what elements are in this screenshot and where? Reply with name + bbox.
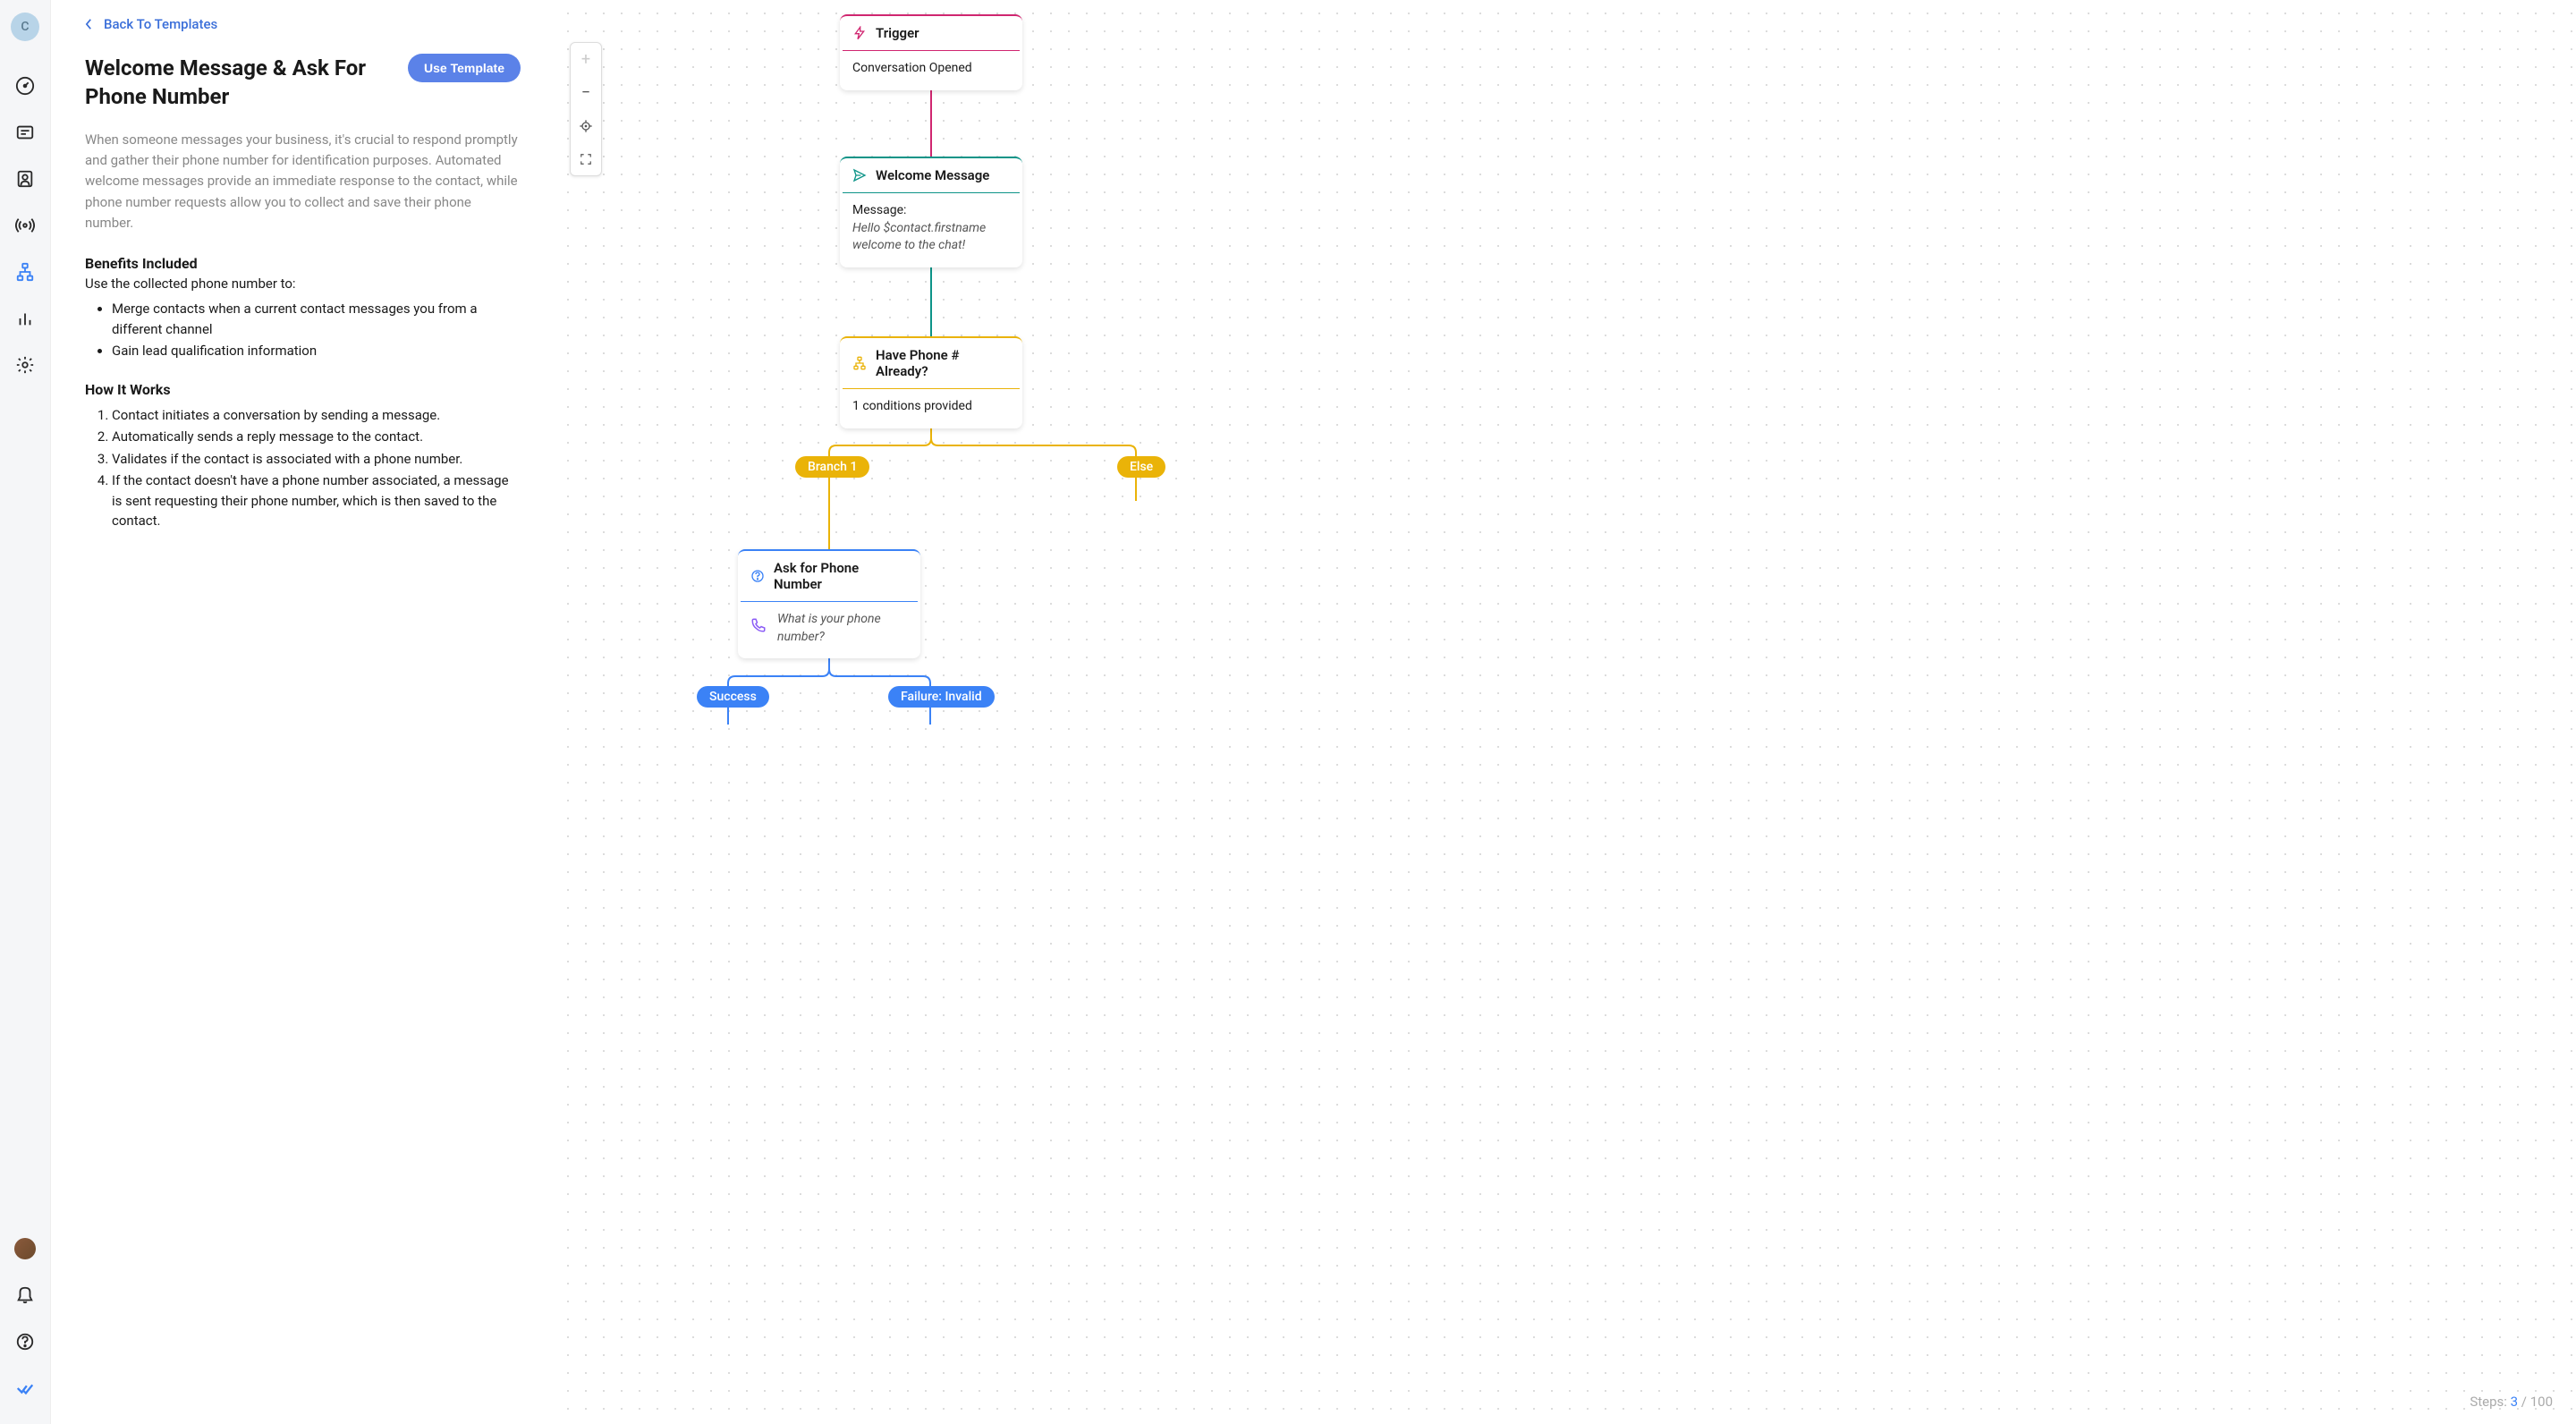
node-have-phone[interactable]: Have Phone # Already?1 conditions provid…: [840, 336, 1022, 428]
node-ask-phone[interactable]: Ask for Phone NumberWhat is your phone n…: [738, 549, 920, 658]
list-item: Merge contacts when a current contact me…: [112, 299, 521, 339]
help-icon[interactable]: [14, 1331, 36, 1352]
nav-settings-icon[interactable]: [14, 354, 36, 376]
back-link-label: Back To Templates: [104, 16, 217, 32]
node-welcome[interactable]: Welcome MessageMessage:Hello $contact.fi…: [840, 157, 1022, 267]
zoom-controls: + −: [570, 42, 602, 176]
list-item: If the contact doesn't have a phone numb…: [112, 470, 521, 531]
how-list: Contact initiates a conversation by send…: [85, 405, 521, 531]
flow-canvas[interactable]: + − TriggerConversation Opened Welcome Me…: [555, 0, 2576, 1424]
user-avatar[interactable]: [14, 1238, 36, 1259]
list-item: Gain lead qualification information: [112, 341, 521, 361]
list-item: Validates if the contact is associated w…: [112, 449, 521, 470]
pill-branch1[interactable]: Branch 1: [795, 456, 869, 478]
sidebar: C: [0, 0, 51, 1424]
page-title: Welcome Message & Ask For Phone Number: [85, 54, 390, 112]
steps-counter: Steps: 3 / 100: [2470, 1394, 2553, 1410]
nav-analytics-icon[interactable]: [14, 308, 36, 329]
nav-workflows-icon[interactable]: [14, 261, 36, 283]
pill-failure[interactable]: Failure: Invalid: [888, 686, 995, 708]
back-link[interactable]: Back To Templates: [85, 16, 521, 32]
details-panel: Back To Templates Welcome Message & Ask …: [51, 0, 555, 1424]
workspace-avatar[interactable]: C: [11, 13, 39, 41]
pill-success[interactable]: Success: [697, 686, 769, 708]
list-item: Automatically sends a reply message to t…: [112, 427, 521, 447]
logo-check-icon: [14, 1377, 36, 1399]
template-description: When someone messages your business, it'…: [85, 130, 521, 233]
list-item: Contact initiates a conversation by send…: [112, 405, 521, 426]
nav-dashboard-icon[interactable]: [14, 75, 36, 97]
benefits-sub: Use the collected phone number to:: [85, 275, 521, 292]
zoom-center-button[interactable]: [571, 109, 601, 142]
benefits-list: Merge contacts when a current contact me…: [85, 299, 521, 361]
nav-contacts-icon[interactable]: [14, 168, 36, 190]
nav-messages-icon[interactable]: [14, 122, 36, 143]
how-heading: How It Works: [85, 381, 521, 398]
use-template-button[interactable]: Use Template: [408, 54, 521, 82]
node-trigger[interactable]: TriggerConversation Opened: [840, 14, 1022, 90]
benefits-heading: Benefits Included: [85, 255, 521, 272]
pill-else[interactable]: Else: [1117, 456, 1165, 478]
nav-broadcast-icon[interactable]: [14, 215, 36, 236]
zoom-out-button[interactable]: −: [571, 76, 601, 109]
zoom-in-button[interactable]: +: [571, 43, 601, 76]
notifications-icon[interactable]: [14, 1284, 36, 1306]
zoom-fullscreen-button[interactable]: [571, 142, 601, 175]
